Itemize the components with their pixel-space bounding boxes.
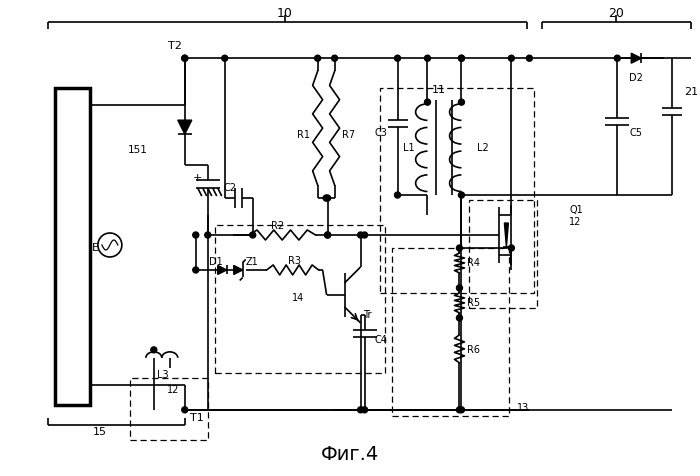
Text: Z1: Z1 [245,257,258,267]
Text: L3: L3 [157,370,169,380]
Text: T2: T2 [168,41,182,51]
Text: R7: R7 [342,130,355,140]
Text: 13: 13 [517,403,530,413]
Circle shape [508,55,514,61]
Text: R5: R5 [468,298,481,308]
Circle shape [508,245,514,251]
Text: Q1: Q1 [569,205,583,215]
Circle shape [323,195,329,201]
Text: C5: C5 [629,128,643,138]
Circle shape [424,55,430,61]
Circle shape [458,55,465,61]
Text: D1: D1 [209,257,223,267]
Text: Фиг.4: Фиг.4 [321,445,379,464]
Polygon shape [218,266,227,275]
Circle shape [314,55,321,61]
Text: Tr: Tr [363,310,371,320]
Text: 12: 12 [167,385,179,395]
Text: 10: 10 [276,7,293,20]
Text: R6: R6 [468,345,480,355]
Bar [55,88,90,405]
Circle shape [182,55,188,61]
Circle shape [362,407,368,413]
Circle shape [193,232,199,238]
Text: +: + [193,173,202,183]
Text: T1: T1 [190,413,204,423]
Polygon shape [234,266,243,275]
Circle shape [325,232,330,238]
Circle shape [456,245,463,251]
Circle shape [424,99,430,105]
Circle shape [193,267,199,273]
Circle shape [332,55,337,61]
Text: L1: L1 [403,143,414,153]
Text: 21: 21 [684,87,699,97]
Bar [215,225,384,373]
Polygon shape [631,53,641,63]
Circle shape [458,192,465,198]
Text: 151: 151 [128,145,148,155]
Circle shape [456,407,463,413]
Bar [130,378,208,440]
Text: C4: C4 [374,335,387,345]
Text: 11: 11 [431,85,445,95]
Circle shape [458,55,465,61]
Text: L2: L2 [477,143,489,153]
Bar [379,88,534,293]
Text: C3: C3 [374,128,388,138]
Circle shape [182,407,188,413]
Circle shape [526,55,533,61]
Circle shape [358,232,363,238]
Circle shape [615,55,620,61]
Circle shape [362,232,368,238]
Circle shape [456,285,463,291]
Text: E: E [92,243,99,253]
Text: 12: 12 [569,217,582,227]
Circle shape [250,232,255,238]
Circle shape [150,347,157,353]
Text: R2: R2 [271,221,284,231]
Circle shape [222,55,228,61]
Text: R3: R3 [288,256,301,266]
Text: R1: R1 [297,130,309,140]
Polygon shape [178,120,192,134]
Circle shape [395,192,400,198]
Circle shape [458,407,465,413]
Polygon shape [505,223,508,247]
Text: D2: D2 [629,73,643,83]
Circle shape [358,407,363,413]
Circle shape [456,315,463,321]
Circle shape [182,55,188,61]
Text: R4: R4 [468,258,480,268]
Bar [470,200,538,308]
Circle shape [205,232,211,238]
Circle shape [458,99,465,105]
Circle shape [395,55,400,61]
Circle shape [325,195,330,201]
Text: 15: 15 [93,427,107,437]
Text: 20: 20 [608,7,624,20]
Bar [391,248,510,416]
Circle shape [325,232,330,238]
Text: C2: C2 [223,183,236,193]
Text: 14: 14 [291,293,304,303]
